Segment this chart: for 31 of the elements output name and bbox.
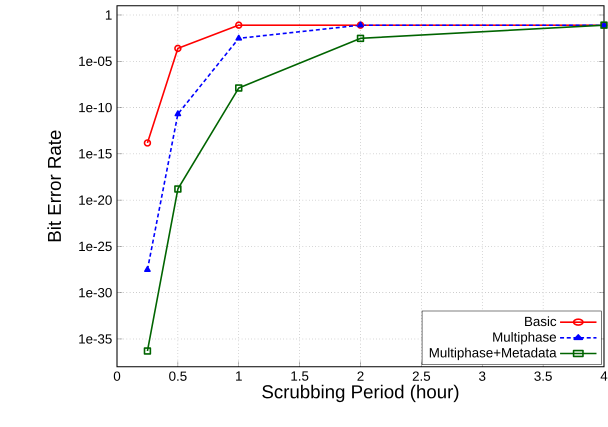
point: [144, 347, 152, 355]
x-axis-title: Scrubbing Period (hour): [262, 384, 458, 402]
legend-label: Basic: [525, 316, 556, 326]
y-tick-label: 1e-10: [79, 102, 112, 112]
point: [144, 266, 151, 272]
x-tick-label: 2: [357, 371, 364, 381]
y-tick-label: 1e-15: [79, 149, 112, 158]
x-tick-label: 3: [479, 371, 486, 381]
x-tick-label: 3.5: [534, 371, 552, 381]
point: [235, 34, 242, 41]
y-tick-label: 1: [106, 10, 112, 20]
point: [235, 84, 242, 92]
y-tick-label: 1e-30: [79, 288, 112, 298]
point: [174, 185, 182, 193]
point: [174, 110, 182, 116]
x-tick-label: 0.5: [169, 371, 187, 381]
x-tick-label: 1.5: [291, 371, 308, 381]
point: [356, 34, 364, 42]
x-tick-label: 4: [600, 371, 608, 381]
x-tick-label: 2.5: [412, 371, 430, 381]
y-tick-label: 1e-25: [79, 242, 112, 252]
x-tick-label: 0: [114, 371, 120, 381]
point: [235, 21, 242, 29]
y-axis-title: Bit Error Rate: [47, 130, 62, 242]
x-tick-label: 1: [236, 371, 242, 381]
legend-label: Multiphase+Metadata: [430, 348, 557, 360]
legend-label: Multiphase: [493, 332, 556, 344]
y-tick-label: 1e-05: [79, 56, 112, 66]
y-tick-label: 1e-20: [79, 195, 112, 205]
point: [174, 44, 182, 52]
y-tick-label: 1e-35: [79, 334, 112, 344]
